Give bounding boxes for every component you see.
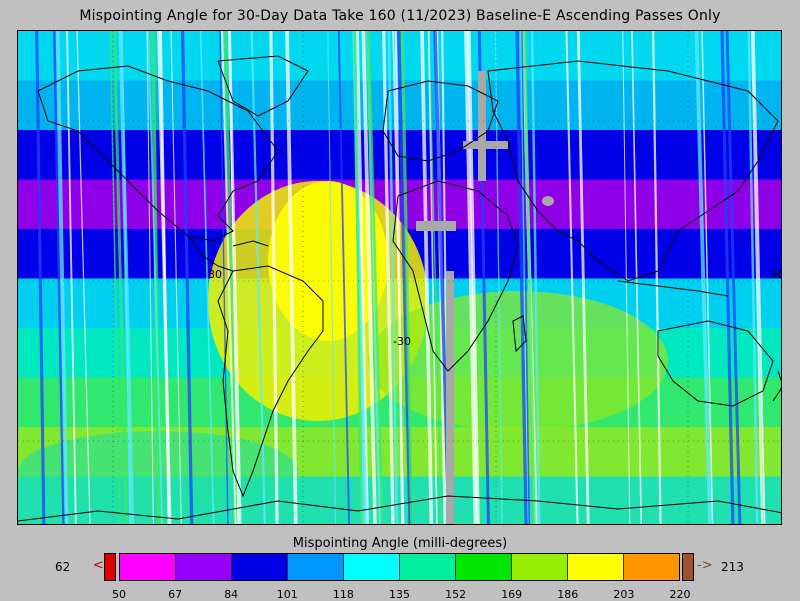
- colorbar-under-swatch: [104, 553, 116, 581]
- swath-stripe: [269, 31, 279, 524]
- swath-stripe: [109, 31, 121, 524]
- swath-stripe: [694, 31, 712, 524]
- swath-stripe: [750, 31, 764, 524]
- swath-stripe: [52, 31, 66, 524]
- colorbar-segment-8: [568, 554, 624, 580]
- colorbar-segment-4: [344, 554, 400, 580]
- swath-stripe: [76, 31, 91, 524]
- under-arrow-icon: <: [93, 558, 104, 573]
- swath-stripe: [652, 31, 662, 524]
- swath-stripe: [170, 31, 182, 524]
- swath-stripe: [701, 31, 714, 524]
- colorbar-tick-label: 135: [389, 588, 410, 601]
- colorbar-tick-label: 169: [501, 588, 523, 601]
- swath-stripe: [400, 31, 414, 524]
- over-arrow-icon: ->: [697, 558, 713, 573]
- swath-stripe: [146, 31, 154, 524]
- colorbar-segment-7: [512, 554, 568, 580]
- swath-stripe: [327, 31, 337, 524]
- swath-stripe: [353, 31, 363, 524]
- colorbar-tick-label: 67: [168, 588, 183, 601]
- colorbar-segment-3: [288, 554, 344, 580]
- swath-stripe: [396, 31, 413, 524]
- map-panel: 30 -30 30: [17, 30, 782, 525]
- lat-label-30: 30: [208, 268, 222, 281]
- colorbar-segment-5: [400, 554, 456, 580]
- colorbar-title: Mispointing Angle (milli-degrees): [292, 536, 508, 551]
- colorbar-segment-1: [176, 554, 232, 580]
- chart-title: Mispointing Angle for 30-Day Data Take 1…: [79, 8, 721, 24]
- swath-stripe: [35, 31, 46, 524]
- colorbar-tick-label: 50: [112, 588, 126, 601]
- colorbar-segment-0: [120, 554, 176, 580]
- coastlines: [18, 55, 781, 522]
- colorbar-segment-2: [232, 554, 288, 580]
- swath-stripe: [420, 31, 434, 524]
- swath-stripe: [114, 31, 128, 524]
- over-value: 213: [721, 560, 744, 574]
- swath-stripe: [494, 31, 503, 524]
- colorbar-over-swatch: [682, 553, 694, 581]
- swath-stripe: [222, 31, 239, 524]
- swath-stripes: [35, 31, 766, 524]
- swath-stripe: [366, 31, 379, 524]
- colorbar-tick-label: 186: [557, 588, 579, 601]
- swath-stripe: [464, 31, 478, 524]
- colorbar-tick-label: 152: [445, 588, 467, 601]
- swath-stripe: [467, 31, 480, 524]
- swath-stripe: [522, 31, 536, 524]
- swath-stripe: [747, 31, 759, 524]
- swath-stripe: [361, 31, 378, 524]
- under-value: 62: [55, 560, 71, 574]
- swath-stripe: [219, 31, 229, 524]
- colorbar-segment-9: [624, 554, 679, 580]
- colorbar-tick-label: 220: [669, 588, 691, 601]
- swath-stripe: [576, 31, 590, 524]
- swath-stripe: [55, 31, 69, 524]
- swath-stripe: [157, 31, 172, 524]
- swath-stripe: [118, 31, 135, 524]
- swath-stripe: [515, 31, 528, 524]
- swath-stripe: [227, 31, 242, 524]
- swath-stripe: [387, 31, 399, 524]
- map-canvas: 30 -30 30: [18, 31, 782, 524]
- swath-stripe: [428, 31, 443, 524]
- swath-stripe: [66, 31, 77, 524]
- swath-stripe: [394, 31, 404, 524]
- swath-stripe: [367, 31, 384, 524]
- lon-label-right: 30: [770, 268, 782, 281]
- swath-stripe: [521, 31, 530, 524]
- swath-stripe: [180, 31, 194, 524]
- swath-stripe: [725, 31, 742, 524]
- swath-stripe: [752, 31, 766, 524]
- swath-stripe: [112, 31, 127, 524]
- colorbar-tick-label: 203: [613, 588, 635, 601]
- swath-stripe: [427, 31, 438, 524]
- swath-stripe: [199, 31, 215, 524]
- colorbar-tick-label: 101: [276, 588, 298, 601]
- colorbar-tick-label: 118: [332, 588, 354, 601]
- no-data-marks: [416, 71, 554, 524]
- swath-stripe: [147, 31, 164, 524]
- swath-stripe: [285, 31, 298, 524]
- swath-stripe: [622, 31, 631, 524]
- swath-stripe: [530, 31, 541, 524]
- swath-stripe: [337, 31, 350, 524]
- lat-label-minus-30: -30: [393, 335, 411, 348]
- colorbar-tick-label: 84: [224, 588, 239, 601]
- colorbar-segments: [119, 553, 680, 581]
- swath-stripe: [520, 31, 529, 524]
- colorbar-ticks: 50 67 84 101 118 135 152 169 186 203 220: [104, 588, 704, 601]
- swath-stripe: [720, 31, 735, 524]
- colorbar: [104, 553, 694, 583]
- swath-stripe: [565, 31, 579, 524]
- colorbar-segment-6: [456, 554, 512, 580]
